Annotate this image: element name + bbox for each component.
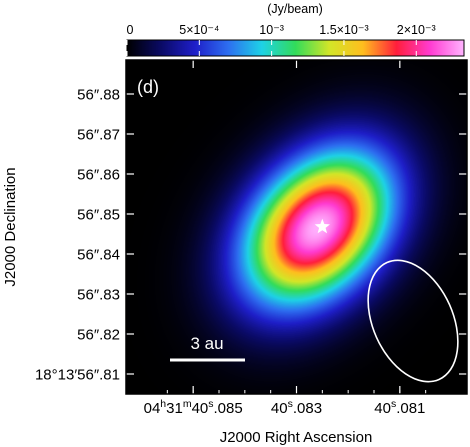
colorbar-unit-label: (Jy/beam) [267, 2, 323, 16]
colorbar-tick-label: 0 [127, 23, 134, 37]
colorbar-tick-label: 1.5×10⁻³ [319, 23, 368, 37]
panel-label: (d) [137, 77, 159, 97]
y-tick-label: 56″.82 [77, 327, 120, 344]
beam-ellipse [367, 259, 459, 383]
scale-bar-label: 3 au [190, 334, 223, 353]
y-tick-label: 18°13′56″.81 [35, 367, 120, 384]
y-tick-label: 56″.85 [77, 207, 120, 224]
plot-area [126, 60, 467, 394]
y-axis-label: J2000 Declination [2, 167, 19, 286]
colorbar-tick-labels: 0 5×10⁻⁴ 10⁻³ 1.5×10⁻³ 2×10⁻³ [127, 23, 436, 37]
y-tick-label: 56″.83 [77, 287, 120, 304]
x-tick-labels: 04h31m40s.085 40s.083 40s.081 [144, 398, 426, 417]
colorbar-tick-label: 10⁻³ [259, 23, 284, 37]
x-axis-label: J2000 Right Ascension [220, 429, 373, 446]
x-tick-label: 40s.083 [271, 398, 322, 417]
colorbar-tick-label: 2×10⁻³ [397, 23, 436, 37]
colorbar [126, 39, 465, 57]
star-marker [314, 218, 330, 234]
y-tick-label: 56″.86 [77, 167, 120, 184]
y-tick-labels: 18°13′56″.81 56″.82 56″.83 56″.84 56″.85 56″.… [35, 87, 120, 384]
y-tick-label: 56″.88 [77, 87, 120, 104]
y-tick-label: 56″.84 [77, 247, 120, 264]
emission-heatmap [126, 60, 467, 394]
colorbar-tick-label: 5×10⁻⁴ [179, 23, 219, 37]
y-tick-label: 56″.87 [77, 127, 120, 144]
colorbar-ticks [126, 40, 417, 56]
plot-ticks [126, 60, 467, 394]
x-tick-label: 40s.081 [374, 398, 425, 417]
x-tick-label: 04h31m40s.085 [144, 398, 243, 417]
plot-frame [125, 59, 468, 395]
